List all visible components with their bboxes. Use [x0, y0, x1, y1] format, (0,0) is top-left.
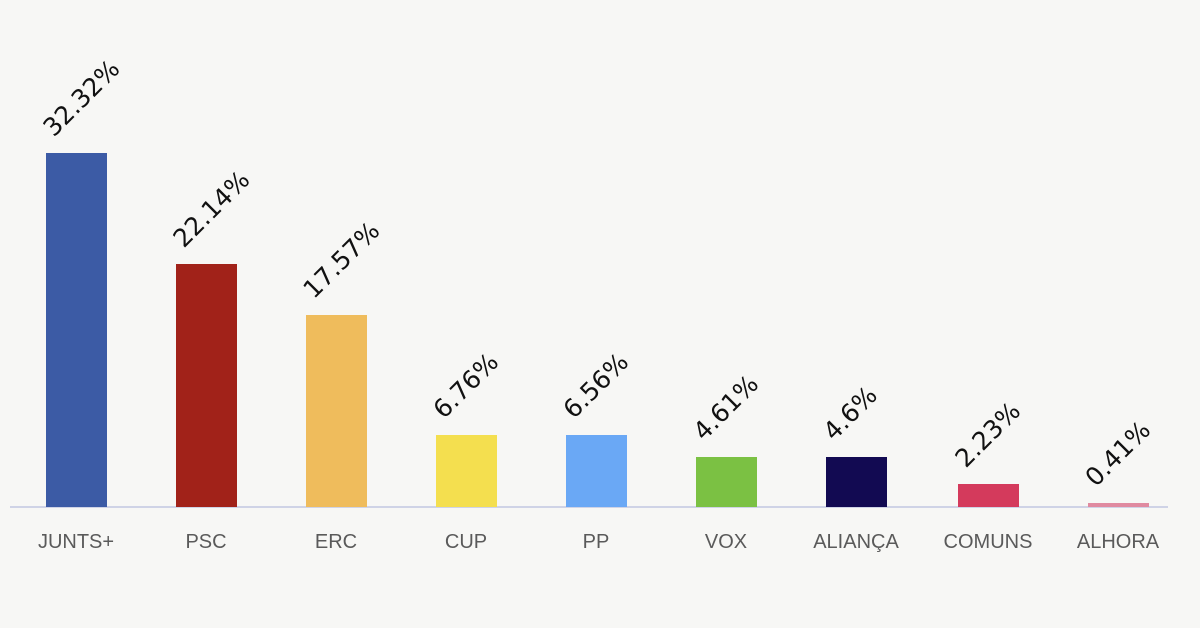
category-label: ALIANÇA: [813, 531, 899, 553]
x-axis-line: [10, 506, 1168, 508]
category-label: COMUNS: [943, 531, 1033, 553]
value-label: 22.14%: [167, 165, 256, 253]
bar-psc: [176, 264, 237, 507]
category-label: ERC: [314, 531, 358, 553]
value-label: 4.6%: [817, 380, 883, 446]
bar-aliana: [826, 457, 887, 507]
category-label: PP: [582, 531, 610, 553]
category-label: PSC: [185, 531, 227, 553]
bar-erc: [306, 315, 367, 507]
bar-junts: [46, 153, 107, 507]
bar-cup: [436, 435, 497, 507]
category-label: CUP: [444, 531, 488, 553]
value-label: 2.23%: [949, 396, 1027, 473]
value-label: 6.56%: [557, 347, 635, 424]
value-label: 0.41%: [1079, 415, 1157, 492]
category-label: JUNTS+: [37, 531, 115, 553]
value-label: 32.32%: [37, 54, 126, 142]
bar-pp: [566, 435, 627, 507]
bar-alhora: [1088, 503, 1149, 507]
value-label: 17.57%: [297, 216, 386, 304]
bar-vox: [696, 457, 757, 507]
bar-comuns: [958, 484, 1019, 507]
category-label: VOX: [704, 531, 748, 553]
value-label: 4.61%: [687, 369, 765, 446]
category-label: ALHORA: [1076, 531, 1160, 553]
value-label: 6.76%: [427, 347, 505, 424]
